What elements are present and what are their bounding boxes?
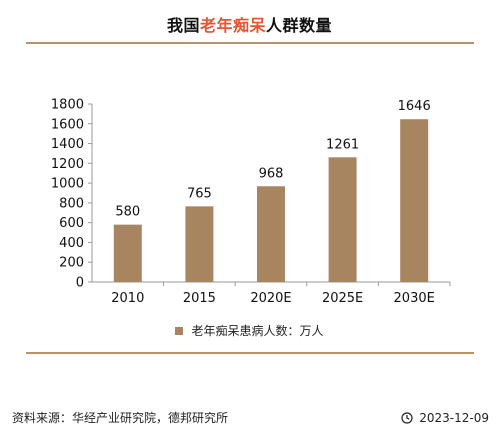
footer: 资料来源：华经产业研究院，德邦研究所 2023-12-09 <box>12 409 489 426</box>
y-tick-label: 1400 <box>51 137 84 152</box>
bar <box>185 206 214 282</box>
data-label: 968 <box>259 166 284 181</box>
legend-swatch <box>175 326 184 335</box>
clock-icon <box>401 411 413 424</box>
top-divider <box>26 42 474 44</box>
x-tick-label: 2030E <box>394 291 435 306</box>
bar <box>113 224 142 282</box>
bar-chart: 0 200 400 600 800 1000 1200 1400 1600 1800 580 2010… <box>51 98 451 306</box>
y-tick-label: 1600 <box>51 117 84 132</box>
data-label: 1261 <box>326 137 359 152</box>
x-tick-label: 2015 <box>183 291 216 306</box>
data-label: 1646 <box>398 99 431 114</box>
bar <box>400 119 429 283</box>
title-suffix: 人群数量 <box>266 16 333 35</box>
legend: 老年痴呆患病人数：万人 <box>0 322 499 339</box>
legend-label: 老年痴呆患病人数：万人 <box>191 324 324 338</box>
x-tick-label: 2025E <box>322 291 363 306</box>
y-tick-label: 600 <box>59 216 84 231</box>
bar <box>257 186 285 282</box>
title-highlight: 老年痴呆 <box>199 16 266 35</box>
y-tick-label: 400 <box>59 236 84 251</box>
y-tick-label: 1800 <box>51 98 84 113</box>
bottom-divider <box>26 352 474 354</box>
x-tick-label: 2020E <box>250 291 291 306</box>
data-label: 580 <box>115 205 140 220</box>
date-stamp: 2023-12-09 <box>401 411 489 425</box>
date-text: 2023-12-09 <box>419 410 489 425</box>
chart-title: 我国老年痴呆人群数量 <box>0 12 499 36</box>
data-label: 765 <box>187 186 212 201</box>
bar <box>328 157 357 282</box>
y-tick-label: 1200 <box>51 157 84 172</box>
x-tick-label: 2010 <box>111 291 144 306</box>
y-tick-label: 0 <box>76 276 84 291</box>
y-tick-label: 1000 <box>51 177 84 192</box>
y-tick-label: 200 <box>59 256 84 271</box>
y-tick-label: 800 <box>59 196 84 211</box>
source-note: 资料来源：华经产业研究院，德邦研究所 <box>12 411 229 425</box>
title-prefix: 我国 <box>166 16 200 35</box>
